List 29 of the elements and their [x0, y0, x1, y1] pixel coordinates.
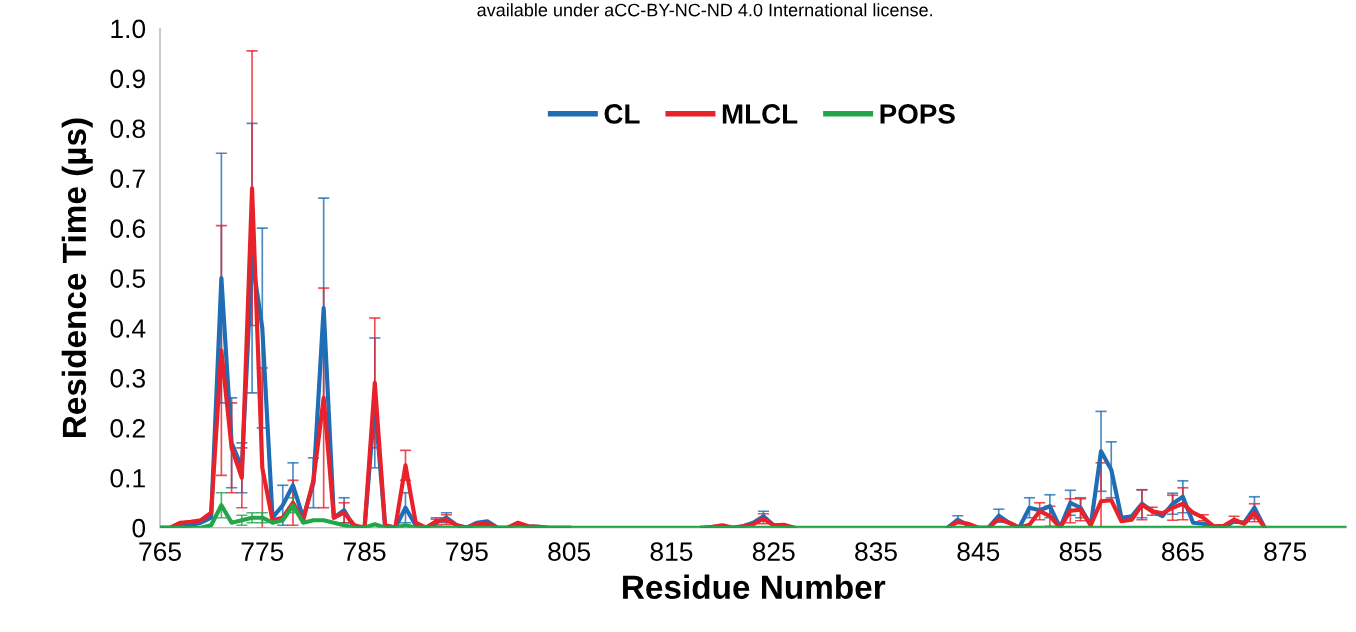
- y-tick-label: 0.4: [110, 319, 146, 338]
- y-tick-label: 0.2: [110, 419, 145, 438]
- x-tick-label: 845: [957, 542, 1000, 561]
- legend-label: MLCL: [722, 104, 798, 124]
- x-axis-title: Residue Number: [623, 574, 886, 600]
- x-tick-label: 865: [1161, 542, 1204, 561]
- x-tick-label: 835: [855, 542, 897, 561]
- y-tick-label: 0.1: [110, 468, 145, 488]
- x-tick-label: 825: [752, 542, 795, 561]
- x-tick-label: 785: [343, 542, 386, 561]
- x-tick-label: 765: [139, 542, 181, 561]
- y-tick-label: 0.9: [110, 69, 145, 89]
- y-tick-label: 0.8: [110, 119, 145, 139]
- x-tick-label: 855: [1059, 542, 1102, 561]
- y-axis-title: Residence Time (µs): [61, 118, 93, 438]
- x-tick-label: 775: [241, 542, 284, 561]
- y-tick-label: 0.3: [110, 369, 145, 388]
- y-tick-label: 0.6: [110, 219, 145, 238]
- y-tick-label: 1.0: [111, 19, 146, 39]
- text: available under aCC-BY-NC-ND 4.0 International license.: [477, 3, 932, 17]
- x-tick-label: 795: [446, 542, 488, 561]
- y-tick-label: 0.7: [110, 169, 145, 189]
- x-tick-label: 805: [548, 542, 591, 561]
- legend-label: POPS: [880, 104, 955, 124]
- y-tick-label: 0.5: [110, 269, 146, 288]
- legend-label: CL: [604, 104, 640, 124]
- x-tick-label: 815: [650, 542, 693, 561]
- y-tick-label: 0: [132, 518, 146, 538]
- x-tick-label: 875: [1264, 542, 1307, 561]
